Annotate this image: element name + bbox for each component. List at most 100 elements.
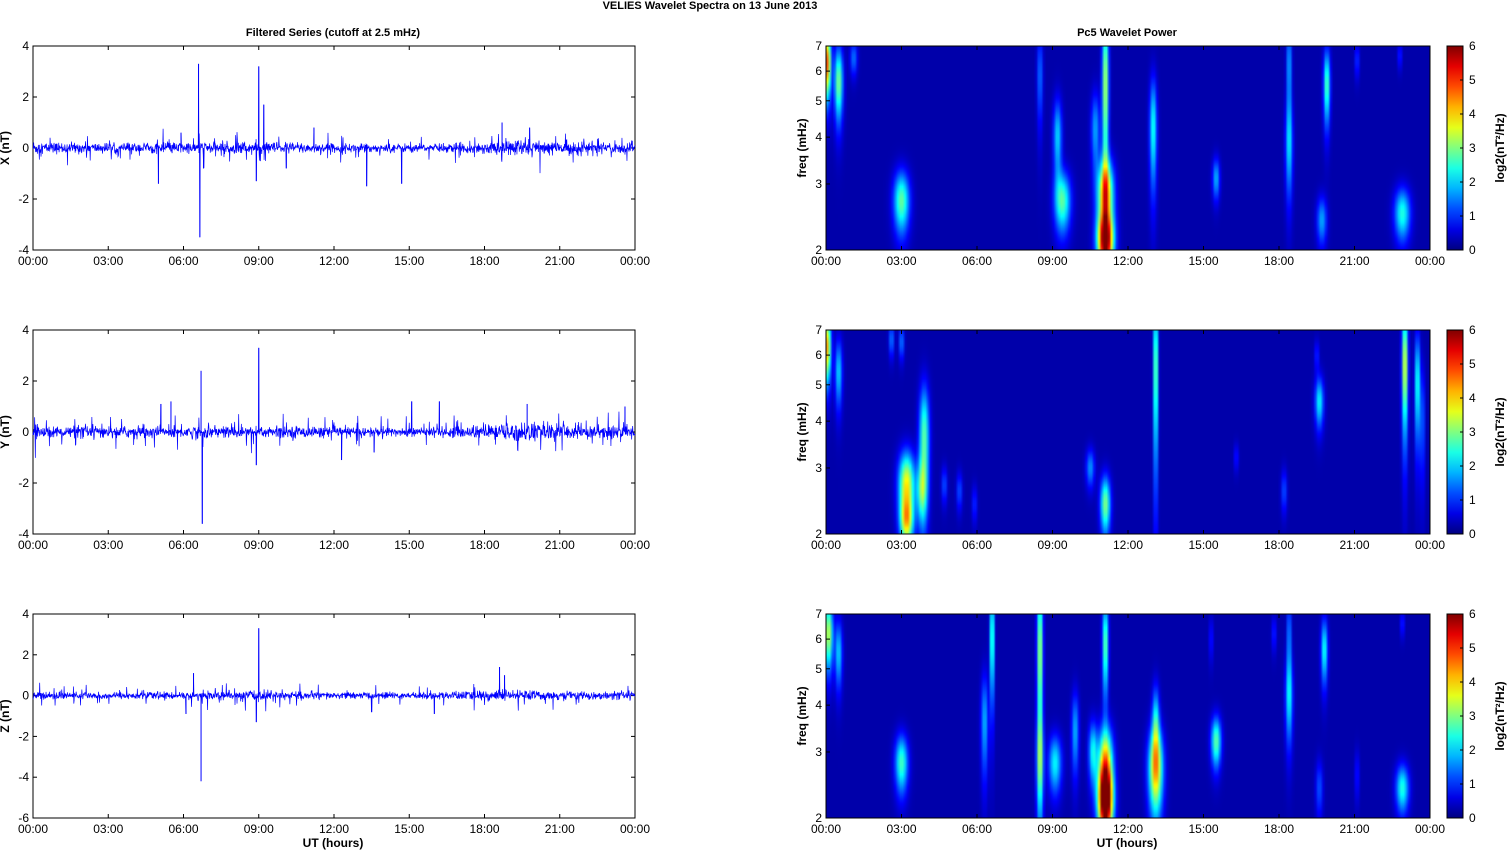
series-x-x-tick-label: 21:00 — [545, 254, 575, 268]
series-z-y-axis-label: Z (nT) — [0, 699, 12, 732]
wavelet-z-x-tick-label: 18:00 — [1264, 822, 1294, 836]
wavelet-z-y-tick-label: 6 — [815, 632, 822, 646]
wavelet-x-x-tick-label: 21:00 — [1339, 254, 1369, 268]
left-x-axis-label: UT (hours) — [303, 836, 364, 850]
wavelet-y-colorbar-tick-label: 5 — [1469, 357, 1476, 371]
wavelet-z-x-tick-label: 15:00 — [1188, 822, 1218, 836]
wavelet-x-colorbar-tick-label: 2 — [1469, 175, 1476, 189]
series-y-x-tick-label: 06:00 — [168, 538, 198, 552]
wavelet-z-x-tick-label: 06:00 — [962, 822, 992, 836]
wavelet-z-y-tick-label: 7 — [815, 607, 822, 621]
wavelet-z-x-tick-label: 12:00 — [1113, 822, 1143, 836]
series-y-y-axis-label: Y (nT) — [0, 415, 12, 449]
wavelet-x-colorbar-tick-label: 6 — [1469, 39, 1476, 53]
series-z-y-tick-label: 2 — [22, 648, 29, 662]
series-x-y-tick-label: -4 — [18, 243, 29, 257]
series-y-x-tick-label: 00:00 — [18, 538, 48, 552]
wavelet-y-y-tick-label: 5 — [815, 378, 822, 392]
wavelet-y-colorbar-tick-label: 6 — [1469, 323, 1476, 337]
series-y-x-tick-label: 21:00 — [545, 538, 575, 552]
wavelet-z-colorbar-tick-label: 1 — [1469, 777, 1476, 791]
wavelet-y-x-tick-label: 06:00 — [962, 538, 992, 552]
wavelet-y-power-map — [826, 330, 1430, 534]
series-y-y-tick-label: 4 — [22, 323, 29, 337]
wavelet-x-colorbar-label: log2(nT²/Hz) — [1493, 113, 1507, 182]
series-x-x-tick-label: 00:00 — [620, 254, 650, 268]
wavelet-x-x-tick-label: 15:00 — [1188, 254, 1218, 268]
series-y-y-tick-label: -4 — [18, 527, 29, 541]
series-y-x-tick-label: 03:00 — [93, 538, 123, 552]
wavelet-y-y-tick-label: 6 — [815, 348, 822, 362]
series-x-y-tick-label: -2 — [18, 192, 29, 206]
wavelet-z-power-map — [826, 614, 1430, 818]
series-y-y-tick-label: -2 — [18, 476, 29, 490]
series-z-x-tick-label: 06:00 — [168, 822, 198, 836]
wavelet-x-x-tick-label: 03:00 — [886, 254, 916, 268]
wavelet-x-x-tick-label: 06:00 — [962, 254, 992, 268]
wavelet-y-x-tick-label: 09:00 — [1037, 538, 1067, 552]
wavelet-y-x-tick-label: 18:00 — [1264, 538, 1294, 552]
wavelet-y-x-tick-label: 15:00 — [1188, 538, 1218, 552]
wavelet-z-colorbar-tick-label: 6 — [1469, 607, 1476, 621]
wavelet-x-y-tick-label: 5 — [815, 94, 822, 108]
wavelet-z-colorbar-tick-label: 3 — [1469, 709, 1476, 723]
wavelet-z-y-tick-label: 3 — [815, 745, 822, 759]
wavelet-x-colorbar-tick-label: 0 — [1469, 243, 1476, 257]
wavelet-x-colorbar-tick-label: 3 — [1469, 141, 1476, 155]
series-z-y-tick-label: 0 — [22, 689, 29, 703]
left-column-title: Filtered Series (cutoff at 2.5 mHz) — [246, 27, 421, 39]
wavelet-z-colorbar-label: log2(nT²/Hz) — [1493, 681, 1507, 750]
wavelet-z-x-tick-label: 09:00 — [1037, 822, 1067, 836]
wavelet-z-x-tick-label: 03:00 — [886, 822, 916, 836]
wavelet-z-x-tick-label: 21:00 — [1339, 822, 1369, 836]
series-x-x-tick-label: 12:00 — [319, 254, 349, 268]
series-y-x-tick-label: 15:00 — [394, 538, 424, 552]
wavelet-y-colorbar-tick-label: 0 — [1469, 527, 1476, 541]
wavelet-y-x-tick-label: 00:00 — [811, 538, 841, 552]
series-z-plot-frame — [32, 613, 636, 819]
wavelet-z-y-tick-label: 5 — [815, 662, 822, 676]
series-z-x-tick-label: 12:00 — [319, 822, 349, 836]
series-y-x-tick-label: 00:00 — [620, 538, 650, 552]
wavelet-x-y-tick-label: 3 — [815, 177, 822, 191]
wavelet-x-y-tick-label: 6 — [815, 64, 822, 78]
wavelet-x-y-tick-label: 7 — [815, 39, 822, 53]
series-z-y-tick-label: 4 — [22, 607, 29, 621]
series-x-x-tick-label: 09:00 — [244, 254, 274, 268]
series-x-x-tick-label: 06:00 — [168, 254, 198, 268]
series-x-y-tick-label: 4 — [22, 39, 29, 53]
series-z-x-tick-label: 00:00 — [620, 822, 650, 836]
series-y-y-tick-label: 0 — [22, 425, 29, 439]
series-z-x-tick-label: 00:00 — [18, 822, 48, 836]
wavelet-y-colorbar-tick-label: 4 — [1469, 391, 1476, 405]
wavelet-z-y-tick-label: 4 — [815, 698, 822, 712]
wavelet-y-x-tick-label: 00:00 — [1415, 538, 1445, 552]
wavelet-y-y-tick-label: 2 — [815, 527, 822, 541]
series-z-y-tick-label: -4 — [18, 770, 29, 784]
wavelet-x-x-tick-label: 12:00 — [1113, 254, 1143, 268]
wavelet-y-colorbar-tick-label: 3 — [1469, 425, 1476, 439]
wavelet-z-x-tick-label: 00:00 — [811, 822, 841, 836]
wavelet-y-x-tick-label: 12:00 — [1113, 538, 1143, 552]
series-y-x-tick-label: 18:00 — [469, 538, 499, 552]
wavelet-x-y-tick-label: 2 — [815, 243, 822, 257]
wavelet-y-y-tick-label: 3 — [815, 461, 822, 475]
wavelet-y-y-tick-label: 4 — [815, 414, 822, 428]
series-z-x-tick-label: 09:00 — [244, 822, 274, 836]
right-column-title: Pc5 Wavelet Power — [1077, 27, 1178, 39]
wavelet-z-colorbar-tick-label: 2 — [1469, 743, 1476, 757]
series-x-trace — [32, 63, 636, 238]
wavelet-y-y-tick-label: 7 — [815, 323, 822, 337]
wavelet-x-x-tick-label: 00:00 — [1415, 254, 1445, 268]
series-x-x-tick-label: 15:00 — [394, 254, 424, 268]
wavelet-z-x-tick-label: 00:00 — [1415, 822, 1445, 836]
wavelet-y-colorbar-label: log2(nT²/Hz) — [1493, 397, 1507, 466]
wavelet-y-y-axis-label: freq (mHz) — [795, 402, 809, 461]
series-z-x-tick-label: 03:00 — [93, 822, 123, 836]
series-x-x-tick-label: 18:00 — [469, 254, 499, 268]
wavelet-z-colorbar-tick-label: 5 — [1469, 641, 1476, 655]
series-z-x-tick-label: 18:00 — [469, 822, 499, 836]
series-y-x-tick-label: 09:00 — [244, 538, 274, 552]
series-x-x-tick-label: 03:00 — [93, 254, 123, 268]
